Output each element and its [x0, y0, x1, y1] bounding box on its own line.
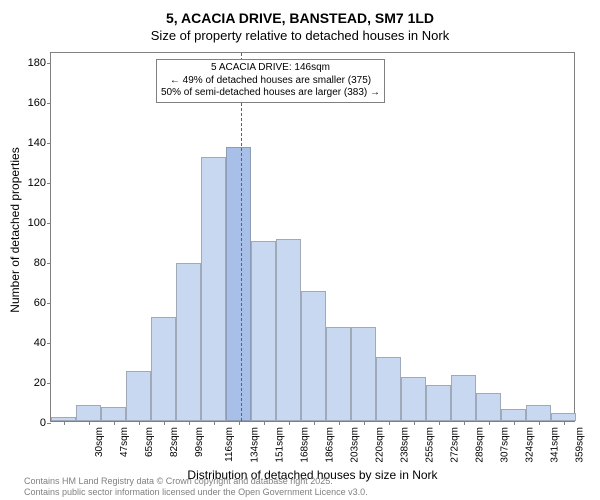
y-tick-mark — [47, 343, 51, 344]
histogram-bar — [526, 405, 551, 421]
histogram-bar — [176, 263, 201, 421]
x-tick-label: 151sqm — [274, 427, 285, 463]
y-tick-mark — [47, 103, 51, 104]
x-tick-label: 289sqm — [474, 427, 485, 463]
reference-line — [241, 53, 242, 421]
x-tick-mark — [64, 421, 65, 425]
histogram-bar — [151, 317, 176, 421]
histogram-bar — [126, 371, 151, 421]
histogram-bar — [351, 327, 376, 421]
x-tick-label: 168sqm — [299, 427, 310, 463]
chart-subtitle: Size of property relative to detached ho… — [0, 28, 600, 43]
x-tick-mark — [489, 421, 490, 425]
x-tick-label: 307sqm — [499, 427, 510, 463]
y-tick-mark — [47, 143, 51, 144]
x-tick-label: 65sqm — [144, 427, 155, 457]
chart-container: 02040608010012014016018030sqm47sqm65sqm8… — [50, 52, 575, 422]
x-tick-mark — [389, 421, 390, 425]
x-tick-label: 255sqm — [424, 427, 435, 463]
x-tick-label: 272sqm — [449, 427, 460, 463]
histogram-bar — [251, 241, 276, 421]
x-tick-label: 220sqm — [374, 427, 385, 463]
histogram-bar — [501, 409, 526, 421]
x-tick-label: 359sqm — [574, 427, 585, 463]
y-tick-mark — [47, 223, 51, 224]
y-tick-mark — [47, 263, 51, 264]
x-tick-label: 82sqm — [169, 427, 180, 457]
x-tick-label: 30sqm — [94, 427, 105, 457]
histogram-bar — [301, 291, 326, 421]
histogram-bar — [76, 405, 101, 421]
y-tick-mark — [47, 63, 51, 64]
chart-title: 5, ACACIA DRIVE, BANSTEAD, SM7 1LD — [0, 10, 600, 26]
x-tick-label: 324sqm — [524, 427, 535, 463]
x-tick-mark — [439, 421, 440, 425]
x-tick-mark — [364, 421, 365, 425]
x-tick-label: 238sqm — [399, 427, 410, 463]
x-tick-label: 99sqm — [194, 427, 205, 457]
x-tick-mark — [339, 421, 340, 425]
histogram-bar — [476, 393, 501, 421]
x-tick-mark — [289, 421, 290, 425]
histogram-bar — [451, 375, 476, 421]
annotation-line: ← 49% of detached houses are smaller (37… — [161, 75, 380, 88]
x-tick-mark — [164, 421, 165, 425]
histogram-bar — [426, 385, 451, 421]
footer-credits: Contains HM Land Registry data © Crown c… — [24, 476, 368, 498]
x-tick-mark — [414, 421, 415, 425]
footer-line-2: Contains public sector information licen… — [24, 487, 368, 498]
x-tick-label: 116sqm — [223, 427, 234, 462]
x-tick-label: 47sqm — [119, 427, 130, 457]
x-tick-label: 186sqm — [324, 427, 335, 463]
histogram-bar — [226, 147, 251, 421]
annotation-box: 5 ACACIA DRIVE: 146sqm← 49% of detached … — [156, 59, 385, 103]
y-tick-mark — [47, 303, 51, 304]
histogram-bar — [101, 407, 126, 421]
x-tick-label: 134sqm — [249, 427, 260, 463]
x-tick-mark — [464, 421, 465, 425]
x-tick-mark — [139, 421, 140, 425]
histogram-bar — [551, 413, 576, 421]
annotation-line: 5 ACACIA DRIVE: 146sqm — [161, 62, 380, 75]
x-tick-mark — [89, 421, 90, 425]
histogram-bar — [276, 239, 301, 421]
footer-line-1: Contains HM Land Registry data © Crown c… — [24, 476, 368, 487]
x-tick-mark — [114, 421, 115, 425]
x-tick-mark — [314, 421, 315, 425]
x-tick-mark — [564, 421, 565, 425]
x-tick-mark — [189, 421, 190, 425]
histogram-bar — [401, 377, 426, 421]
histogram-bar — [201, 157, 226, 421]
x-tick-mark — [264, 421, 265, 425]
y-axis-label: Number of detached properties — [8, 147, 22, 312]
y-tick-mark — [47, 383, 51, 384]
annotation-line: 50% of semi-detached houses are larger (… — [161, 87, 380, 100]
histogram-bar — [376, 357, 401, 421]
x-tick-mark — [214, 421, 215, 425]
x-tick-mark — [539, 421, 540, 425]
plot-area: 02040608010012014016018030sqm47sqm65sqm8… — [50, 52, 575, 422]
histogram-bar — [326, 327, 351, 421]
x-tick-mark — [239, 421, 240, 425]
y-tick-mark — [47, 183, 51, 184]
x-tick-label: 341sqm — [549, 427, 560, 463]
x-tick-mark — [514, 421, 515, 425]
x-tick-label: 203sqm — [349, 427, 360, 463]
y-tick-mark — [47, 423, 51, 424]
